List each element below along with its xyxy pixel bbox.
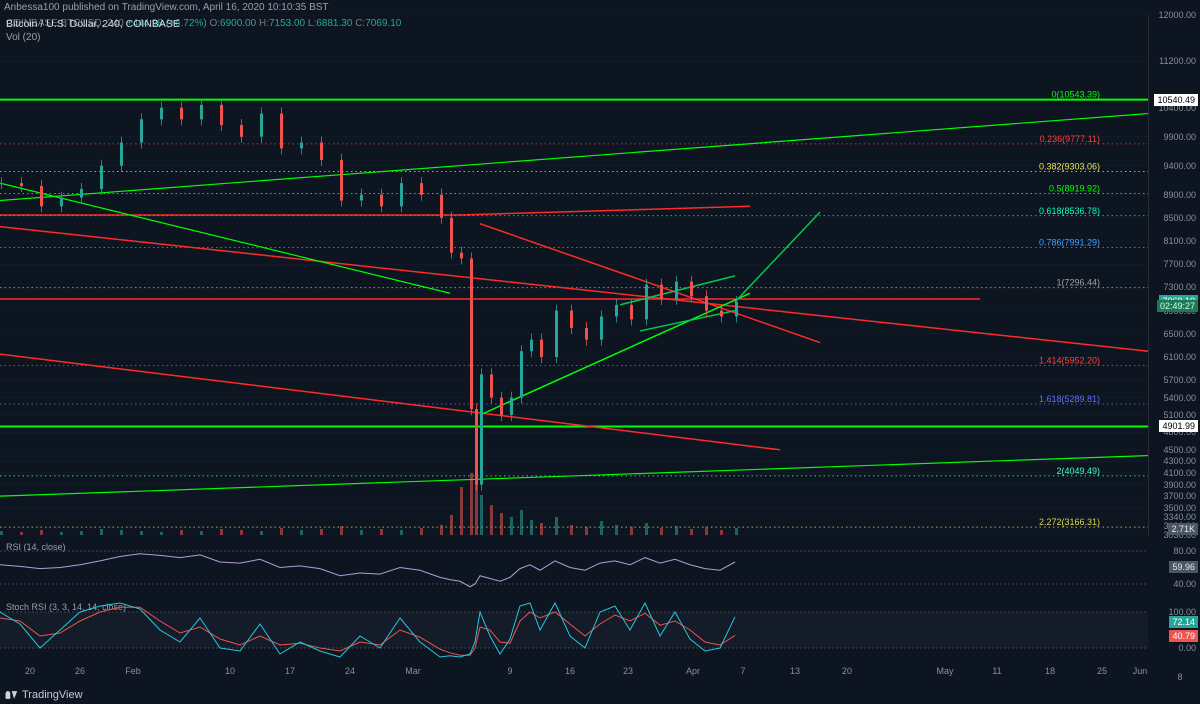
stoch-rsi-panel[interactable]: Stoch RSI (3, 3, 14, 14, close) [0, 600, 1148, 660]
time-tick: Apr [686, 666, 700, 676]
svg-text:0.618(8536.78): 0.618(8536.78) [1039, 206, 1100, 216]
price-tick: 7700.00 [1163, 259, 1196, 269]
time-tick: 10 [225, 666, 235, 676]
rsi-panel[interactable]: RSI (14, close) [0, 540, 1148, 595]
publisher: Anbessa100 [4, 2, 60, 13]
price-tag: 4901.99 [1159, 420, 1198, 432]
time-tick: 26 [75, 666, 85, 676]
price-tick: 11200.00 [1159, 56, 1196, 66]
price-tick: 5400.00 [1163, 393, 1196, 403]
publish-date: April 16, 2020 10:10:35 BST [203, 2, 329, 13]
time-tick: 25 [1097, 666, 1107, 676]
price-tick: 5100.00 [1163, 410, 1196, 420]
time-tick: Feb [125, 666, 141, 676]
rsi-value-tag: 59.96 [1169, 561, 1198, 573]
time-tick: May [936, 666, 953, 676]
time-tick: 17 [285, 666, 295, 676]
publish-header: Anbessa100 published on TradingView.com,… [4, 2, 329, 13]
price-tick: 8100.00 [1163, 236, 1196, 246]
price-tick: 5700.00 [1163, 375, 1196, 385]
svg-text:0(10543.39): 0(10543.39) [1051, 89, 1100, 99]
stoch-d-tag: 40.79 [1169, 630, 1198, 642]
time-tick: Jun [1133, 666, 1148, 676]
price-tick: 9900.00 [1163, 132, 1196, 142]
tradingview-footer: TradingView [4, 688, 83, 702]
time-tick: 20 [842, 666, 852, 676]
price-tick: 12000.00 [1158, 10, 1196, 20]
stoch-k-tag: 72.14 [1169, 616, 1198, 628]
svg-text:2.272(3166.31): 2.272(3166.31) [1039, 517, 1100, 527]
svg-text:0.5(8919.92): 0.5(8919.92) [1049, 184, 1100, 194]
svg-text:0.382(9303.06): 0.382(9303.06) [1039, 161, 1100, 171]
price-tick: 4300.00 [1163, 456, 1196, 466]
svg-text:1.618(5289.81): 1.618(5289.81) [1039, 394, 1100, 404]
svg-text:1(7296.44): 1(7296.44) [1056, 278, 1100, 288]
tradingview-logo-icon [4, 688, 18, 702]
price-axis: 12000.0011200.0010400.009900.009400.0089… [1148, 15, 1200, 535]
price-tick: 7300.00 [1163, 282, 1196, 292]
time-tick: 18 [1045, 666, 1055, 676]
time-tick: 20 [25, 666, 35, 676]
price-tick: 8900.00 [1163, 190, 1196, 200]
price-tick: 6100.00 [1163, 352, 1196, 362]
price-tick: 3900.00 [1163, 480, 1196, 490]
time-tick: 7 [740, 666, 745, 676]
main-price-chart[interactable]: 0(10543.39) 0.236(9777.11) 0.382(9303.06) 0… [0, 15, 1148, 535]
price-tick: 4500.00 [1163, 445, 1196, 455]
price-tick: 4100.00 [1163, 468, 1196, 478]
time-tick: 23 [623, 666, 633, 676]
time-tick: 9 [507, 666, 512, 676]
site: TradingView.com [122, 2, 198, 13]
svg-text:2(4049.49): 2(4049.49) [1056, 466, 1100, 476]
time-tick: 24 [345, 666, 355, 676]
price-tag: 10540.49 [1154, 94, 1198, 106]
time-tick: 11 [992, 666, 1001, 676]
rsi-axis: 80.00 40.00 59.96 [1148, 540, 1200, 595]
price-tick: 6500.00 [1163, 329, 1196, 339]
price-tick: 3700.00 [1163, 491, 1196, 501]
svg-text:0.786(7991.29): 0.786(7991.29) [1039, 237, 1100, 247]
price-tick: 9400.00 [1163, 161, 1196, 171]
time-tick: 16 [565, 666, 575, 676]
time-tick: 13 [790, 666, 800, 676]
svg-text:0.236(9777.11): 0.236(9777.11) [1040, 134, 1100, 144]
price-tag: 02:49:27 [1157, 300, 1198, 312]
price-tick: 8500.00 [1163, 213, 1196, 223]
time-tick: Mar [405, 666, 421, 676]
stoch-axis: 100.00 0.00 72.14 40.79 [1148, 600, 1200, 660]
volume-tag: 2.71K [1168, 523, 1198, 535]
time-axis: 20 26 Feb 10 17 24 Mar 9 16 23 Apr 7 13 20 May 11 18 25 Ju… [0, 666, 1148, 686]
svg-text:1.414(5952.20): 1.414(5952.20) [1039, 356, 1100, 366]
